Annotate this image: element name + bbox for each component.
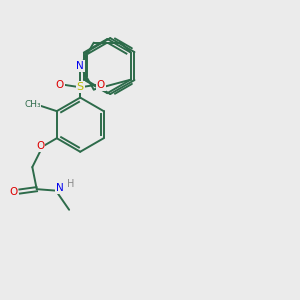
Text: CH₃: CH₃: [24, 100, 40, 109]
Text: O: O: [9, 187, 17, 196]
Text: S: S: [77, 82, 84, 92]
Text: H: H: [68, 179, 75, 189]
Text: O: O: [97, 80, 105, 90]
Text: N: N: [76, 61, 84, 71]
Text: O: O: [36, 141, 44, 151]
Text: N: N: [56, 183, 63, 193]
Text: O: O: [56, 80, 64, 90]
